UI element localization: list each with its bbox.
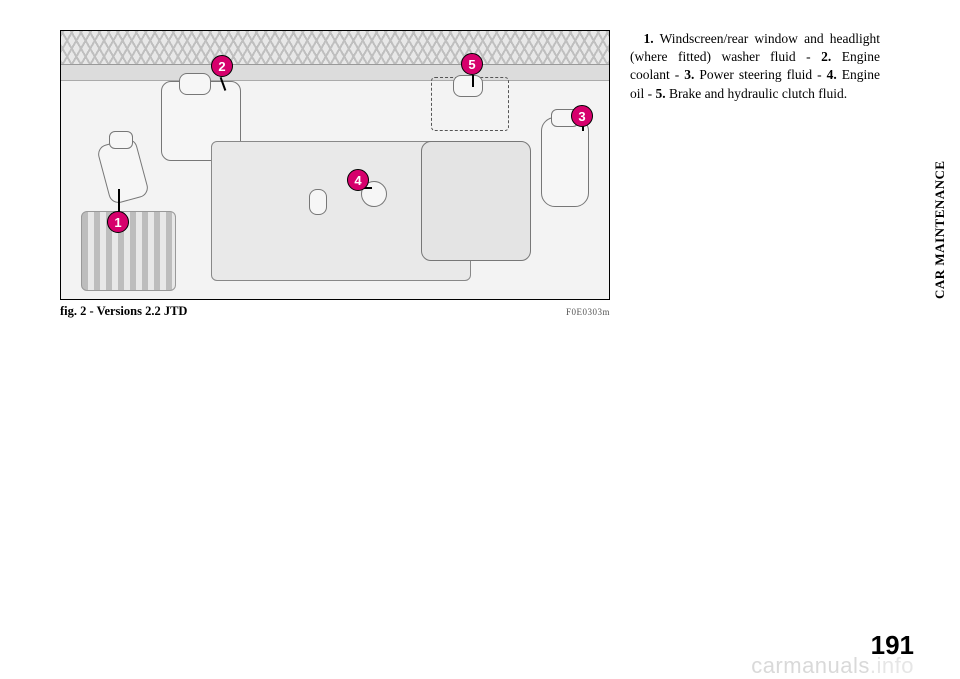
- callout-5: 5: [461, 53, 483, 75]
- coolant-cap: [179, 73, 211, 95]
- figure-caption-row: fig. 2 - Versions 2.2 JTD F0E0303m: [60, 304, 610, 319]
- page: CAR MAINTENANCE 191 carmanuals.info 1. W…: [0, 0, 960, 679]
- legend-3-num: 3.: [684, 67, 694, 82]
- engine-bay-diagram: 1 2 3 4 5: [60, 30, 610, 300]
- figure-wrap: 1 2 3 4 5 fig. 2 - Versions 2.2 JTD F0E0303m: [60, 30, 610, 319]
- side-tab-label: CAR MAINTENANCE: [932, 120, 954, 340]
- callout-2: 2: [211, 55, 233, 77]
- grille: [61, 31, 609, 65]
- watermark: carmanuals.info: [751, 653, 914, 679]
- legend-3-text: Power steering fluid -: [694, 67, 826, 82]
- callout-4: 4: [347, 169, 369, 191]
- watermark-main: carmanuals: [751, 653, 870, 678]
- legend-5-num: 5.: [656, 86, 666, 101]
- lead-5: [472, 75, 474, 87]
- legend-2-num: 2.: [821, 49, 831, 64]
- legend-1-num: 1.: [644, 31, 654, 46]
- callout-3: 3: [571, 105, 593, 127]
- brake-fluid-cap: [453, 75, 483, 97]
- crossbar: [61, 65, 609, 81]
- figure-code: F0E0303m: [566, 307, 610, 317]
- legend-5-text: Brake and hydraulic clutch fluid.: [666, 86, 847, 101]
- callout-1: 1: [107, 211, 129, 233]
- watermark-suffix: .info: [870, 653, 914, 678]
- side-tab: CAR MAINTENANCE: [922, 0, 960, 679]
- legend-text: 1. Windscreen/rear window and headlight …: [630, 30, 880, 103]
- legend-4-num: 4.: [827, 67, 837, 82]
- airbox: [421, 141, 531, 261]
- oil-dipstick: [309, 189, 327, 215]
- figure-caption: fig. 2 - Versions 2.2 JTD: [60, 304, 187, 319]
- washer-cap: [109, 131, 133, 149]
